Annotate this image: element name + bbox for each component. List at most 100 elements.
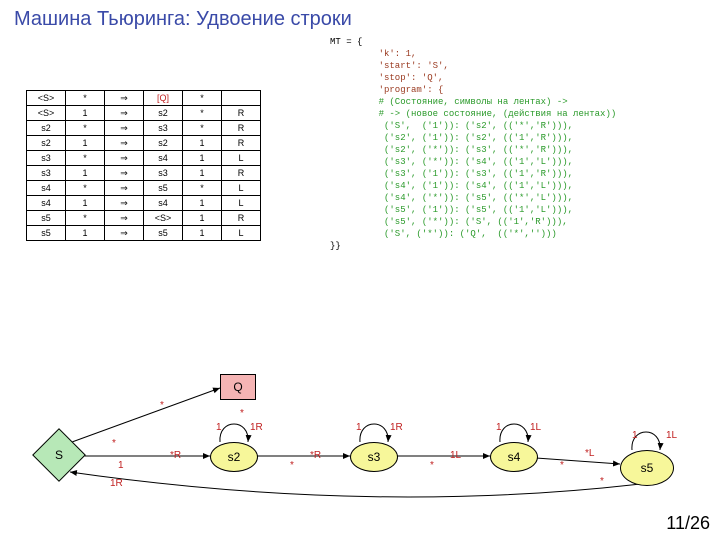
table-cell: s5 [144,226,183,241]
code-line: MT = { [330,36,616,48]
table-cell: [Q] [144,91,183,106]
code-line: ('s3', ('1')): ('s3', (('1','R'))), [330,168,616,180]
code-line: ('s5', ('1')): ('s5', (('1','L'))), [330,204,616,216]
state-node-s2: s2 [210,442,258,472]
table-cell: L [222,151,261,166]
table-cell: R [222,136,261,151]
table-cell: ⇒ [105,121,144,136]
code-line: ('S', ('*')): ('Q', (('*',''))) [330,228,616,240]
table-cell: s2 [27,136,66,151]
table-cell: s4 [27,181,66,196]
code-line: ('s3', ('*')): ('s4', (('1','L'))), [330,156,616,168]
table-cell: s2 [144,136,183,151]
table-cell: s2 [144,106,183,121]
code-line: # -> (новое состояние, (действия на лент… [330,108,616,120]
code-line: }} [330,240,616,252]
table-cell: ⇒ [105,166,144,181]
table-cell: <S> [27,91,66,106]
code-line: ('s2', ('*')): ('s3', (('*','R'))), [330,144,616,156]
table-cell: L [222,226,261,241]
code-line: 'start': 'S', [330,60,616,72]
table-cell: * [66,211,105,226]
table-cell: L [222,196,261,211]
code-line: ('s4', ('1')): ('s4', (('1','L'))), [330,180,616,192]
code-block: MT = { 'k': 1, 'start': 'S', 'stop': 'Q'… [330,36,616,252]
table-cell: R [222,106,261,121]
code-line: 'k': 1, [330,48,616,60]
table-cell: s2 [27,121,66,136]
table-cell: R [222,166,261,181]
edge-label: * [160,400,164,411]
edge-label: 1L [666,430,677,441]
code-line: ('S', ('1')): ('s2', (('*','R'))), [330,120,616,132]
edge-label: 1L [530,422,541,433]
table-cell: ⇒ [105,226,144,241]
state-node-s4: s4 [490,442,538,472]
table-cell: ⇒ [105,196,144,211]
edge-label: * [240,408,244,419]
edge-label: 1 [216,422,222,433]
table-cell: ⇒ [105,211,144,226]
table-cell: * [66,151,105,166]
table-cell: s3 [27,151,66,166]
table-cell: 1 [66,226,105,241]
table-cell: 1 [66,166,105,181]
edge-label: 1R [390,422,403,433]
code-line: 'stop': 'Q', [330,72,616,84]
edge-label: 1L [450,450,461,461]
table-cell: s5 [144,181,183,196]
table-cell: R [222,121,261,136]
table-cell: s3 [144,166,183,181]
page-title: Машина Тьюринга: Удвоение строки [14,8,352,31]
table-cell: * [66,91,105,106]
table-cell: 1 [66,196,105,211]
table-cell: s4 [144,196,183,211]
table-cell: <S> [27,106,66,121]
edge-label: 1R [250,422,263,433]
state-node-Q: Q [220,374,256,400]
table-cell: s5 [27,211,66,226]
table-cell: * [183,106,222,121]
table-cell: s4 [27,196,66,211]
state-node-s3: s3 [350,442,398,472]
edge-label: * [430,460,434,471]
edge-label: * [560,460,564,471]
table-cell: s4 [144,151,183,166]
edge-label: * [290,460,294,471]
table-cell: 1 [183,211,222,226]
table-cell: R [222,211,261,226]
table-cell: * [66,181,105,196]
table-cell: L [222,181,261,196]
table-cell: ⇒ [105,91,144,106]
table-cell: s3 [144,121,183,136]
edge-label: 1R [110,478,123,489]
table-cell: * [66,121,105,136]
code-line: # (Состояние, символы на лентах) -> [330,96,616,108]
edge-label: 1 [632,430,638,441]
state-node-s5: s5 [620,450,674,486]
edge-label: * [112,438,116,449]
state-diagram: SQs2s3s4s5 ***1*R11R**R11R*1L11L**L11L*1… [40,350,700,500]
table-cell: 1 [183,226,222,241]
transition-table: <S>*⇒[Q]*<S>1⇒s2*Rs2*⇒s3*Rs21⇒s21Rs3*⇒s4… [26,90,261,241]
table-cell: s3 [27,166,66,181]
table-cell: 1 [183,151,222,166]
table-cell: <S> [144,211,183,226]
code-line: ('s4', ('*')): ('s5', (('*','L'))), [330,192,616,204]
table-cell: ⇒ [105,151,144,166]
table-cell: ⇒ [105,136,144,151]
edge-label: * [600,476,604,487]
table-cell: 1 [183,136,222,151]
edge-label: *R [310,450,321,461]
edge-label: *R [170,450,181,461]
page-number: 11/26 [666,513,710,534]
table-cell: ⇒ [105,181,144,196]
edge-label: 1 [356,422,362,433]
edge-label: 1 [496,422,502,433]
table-cell: 1 [183,166,222,181]
table-cell: s5 [27,226,66,241]
table-cell: * [183,91,222,106]
code-line: ('s2', ('1')): ('s2', (('1','R'))), [330,132,616,144]
table-cell: 1 [66,106,105,121]
edge-label: 1 [118,460,124,471]
